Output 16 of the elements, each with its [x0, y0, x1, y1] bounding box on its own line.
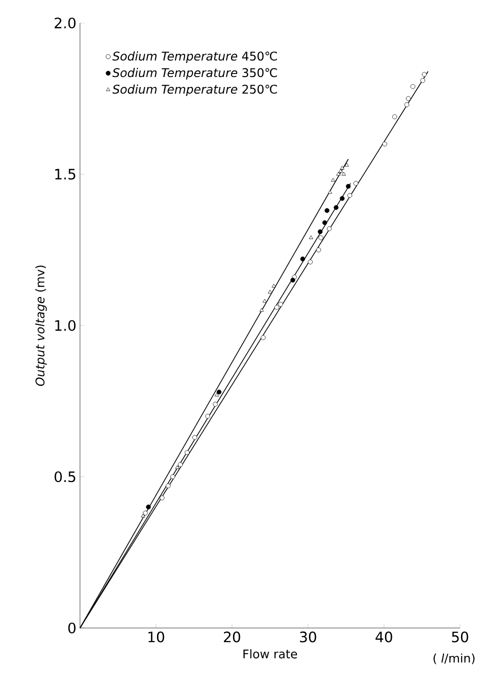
- text: ( l/min): [434, 653, 475, 664]
- legend-label: Sodium Temperature 250℃: [112, 84, 278, 96]
- y-tick-label: 2.0: [54, 18, 76, 28]
- y-tick-label: 0.5: [54, 471, 76, 482]
- legend-label: Sodium Temperature 450℃: [112, 51, 278, 63]
- y-axis-title: Output voltage (mv): [35, 266, 47, 386]
- y-tick-label: 1.5: [55, 168, 76, 180]
- y-tick-label: 0: [68, 622, 76, 634]
- x-tick-label: 50: [452, 632, 468, 642]
- y-tick-label: 1.0: [55, 320, 76, 331]
- legend-label: Sodium Temperature 350℃: [112, 68, 278, 80]
- x-tick-label: 30: [300, 632, 316, 642]
- x-axis-title: Flow rate: [244, 649, 298, 658]
- x-tick-label: 20: [224, 632, 240, 642]
- x-tick-label: 10: [148, 632, 164, 642]
- x-tick-label: 40: [376, 632, 392, 642]
